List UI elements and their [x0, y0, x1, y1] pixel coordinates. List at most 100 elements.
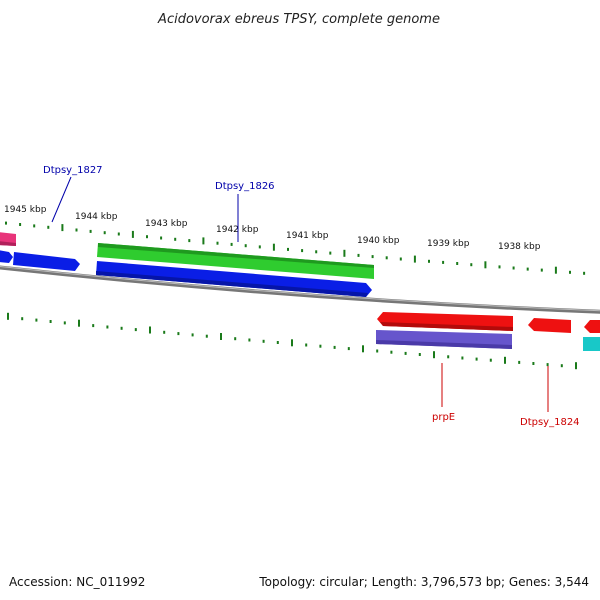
- scale-tick-minor: [33, 224, 36, 228]
- scale-tick-minor: [89, 229, 92, 233]
- scale-tick-minor: [120, 326, 123, 330]
- scale-tick-minor: [248, 338, 251, 342]
- scale-tick-minor: [287, 247, 289, 251]
- gene-label-dtpsy-1824[interactable]: Dtpsy_1824: [520, 417, 580, 428]
- genome-backbone: [0, 265, 600, 314]
- gene-feature-dtpsy-1827[interactable]: [13, 252, 80, 271]
- gene-label-dtpsy-1827[interactable]: Dtpsy_1827: [43, 165, 103, 176]
- scale-label-1944: 1944 kbp: [75, 212, 118, 222]
- scale-tick-minor: [540, 268, 543, 272]
- scale-tick-minor: [177, 332, 180, 336]
- gene-feature-dtpsy-1826-top: [98, 243, 374, 268]
- scale-tick-major: [78, 319, 80, 327]
- scale-tick-major: [149, 326, 151, 334]
- scale-tick-minor: [532, 362, 535, 365]
- scale-tick-major: [131, 230, 134, 238]
- scale-tick-minor: [63, 321, 66, 325]
- scale-tick-minor: [146, 235, 148, 239]
- scale-tick-minor: [371, 255, 374, 259]
- gene-feature-red-edge[interactable]: [584, 320, 600, 333]
- scale-tick-minor: [35, 318, 38, 322]
- scale-tick-major: [484, 261, 487, 269]
- scale-tick-major: [220, 333, 222, 340]
- scale-tick-minor: [106, 325, 109, 329]
- scale-tick-minor: [174, 237, 177, 241]
- scale-tick-minor: [447, 355, 450, 359]
- scale-tick-minor: [489, 358, 492, 362]
- gene-feature-cyan[interactable]: [583, 337, 600, 351]
- scale-label-1941: 1941 kbp: [286, 231, 329, 241]
- scale-tick-minor: [47, 225, 50, 229]
- scale-tick-minor: [103, 231, 106, 235]
- scale-tick-major: [343, 249, 346, 257]
- gene-feature-prpe-shade: [380, 322, 513, 331]
- scale-tick-minor: [216, 241, 219, 245]
- scale-tick-minor: [262, 339, 265, 343]
- scale-tick-minor: [512, 266, 515, 270]
- scale-tick-minor: [75, 228, 78, 232]
- scale-tick-minor: [319, 344, 322, 348]
- accession-text: Accession: NC_011992: [9, 575, 145, 589]
- scale-tick-minor: [583, 271, 586, 275]
- scale-tick-minor: [188, 239, 191, 243]
- scale-tick-major: [413, 255, 416, 263]
- gene-label-prpe[interactable]: prpE: [432, 412, 455, 423]
- scale-tick-minor: [418, 353, 421, 356]
- scale-tick-minor: [475, 357, 478, 361]
- scale-tick-minor: [160, 236, 163, 240]
- scale-tick-minor: [442, 260, 445, 264]
- scale-tick-minor: [399, 257, 402, 261]
- scale-tick-minor: [404, 351, 407, 355]
- gene-label-dtpsy-1826[interactable]: Dtpsy_1826: [215, 181, 275, 192]
- scale-tick-minor: [329, 251, 332, 255]
- scale-tick-minor: [117, 232, 120, 236]
- gene-feature-pink-shade: [0, 241, 16, 246]
- scale-tick-minor: [234, 337, 237, 341]
- genome-backbone-highlight: [0, 266, 600, 312]
- scale-label-1938: 1938 kbp: [498, 242, 541, 252]
- scale-tick-minor: [5, 221, 7, 225]
- scale-tick-minor: [546, 363, 549, 367]
- scale-tick-major: [272, 243, 275, 251]
- scale-tick-minor: [428, 259, 430, 263]
- scale-tick-minor: [376, 349, 379, 353]
- scale-tick-minor: [92, 324, 95, 328]
- scale-tick-minor: [569, 270, 571, 274]
- gene-feature-dtpsy-1824[interactable]: [528, 318, 571, 333]
- scale-tick-major: [433, 351, 435, 359]
- scale-tick-minor: [470, 263, 473, 267]
- scale-tick-major: [61, 224, 64, 232]
- scale-tick-major: [7, 312, 9, 320]
- scale-label-1945: 1945 kbp: [4, 205, 47, 215]
- scale-tick-minor: [518, 360, 521, 364]
- scale-tick-minor: [21, 317, 24, 321]
- scale-tick-minor: [49, 320, 52, 323]
- scale-tick-minor: [134, 328, 137, 332]
- scale-tick-minor: [560, 364, 563, 368]
- map-title: Acidovorax ebreus TPSY, complete genome: [157, 12, 440, 27]
- scale-tick-minor: [526, 267, 529, 271]
- scale-label-1943: 1943 kbp: [145, 219, 188, 229]
- scale-tick-minor: [357, 253, 360, 257]
- label-line-dtpsy-1827: [51, 176, 72, 223]
- scale-tick-major: [362, 345, 364, 353]
- scale-tick-minor: [301, 249, 304, 253]
- scale-tick-minor: [498, 265, 501, 269]
- scale-tick-minor: [230, 242, 233, 246]
- scale-tick-minor: [315, 250, 318, 254]
- topology-text: Topology: circular; Length: 3,796,573 bp…: [258, 575, 589, 589]
- scale-tick-minor: [390, 350, 393, 354]
- outer-scale-ticks: [5, 221, 586, 275]
- scale-tick-major: [554, 266, 557, 274]
- scale-tick-minor: [305, 343, 308, 347]
- scale-tick-minor: [456, 262, 459, 265]
- scale-label-1940: 1940 kbp: [357, 236, 400, 246]
- gene-feature-blue-small[interactable]: [0, 250, 13, 263]
- scale-label-1942: 1942 kbp: [216, 225, 259, 235]
- scale-tick-minor: [19, 223, 22, 226]
- gene-feature-blue-large-shade: [96, 271, 368, 297]
- scale-tick-minor: [276, 341, 279, 344]
- scale-tick-major: [291, 339, 293, 347]
- scale-tick-major: [202, 237, 205, 245]
